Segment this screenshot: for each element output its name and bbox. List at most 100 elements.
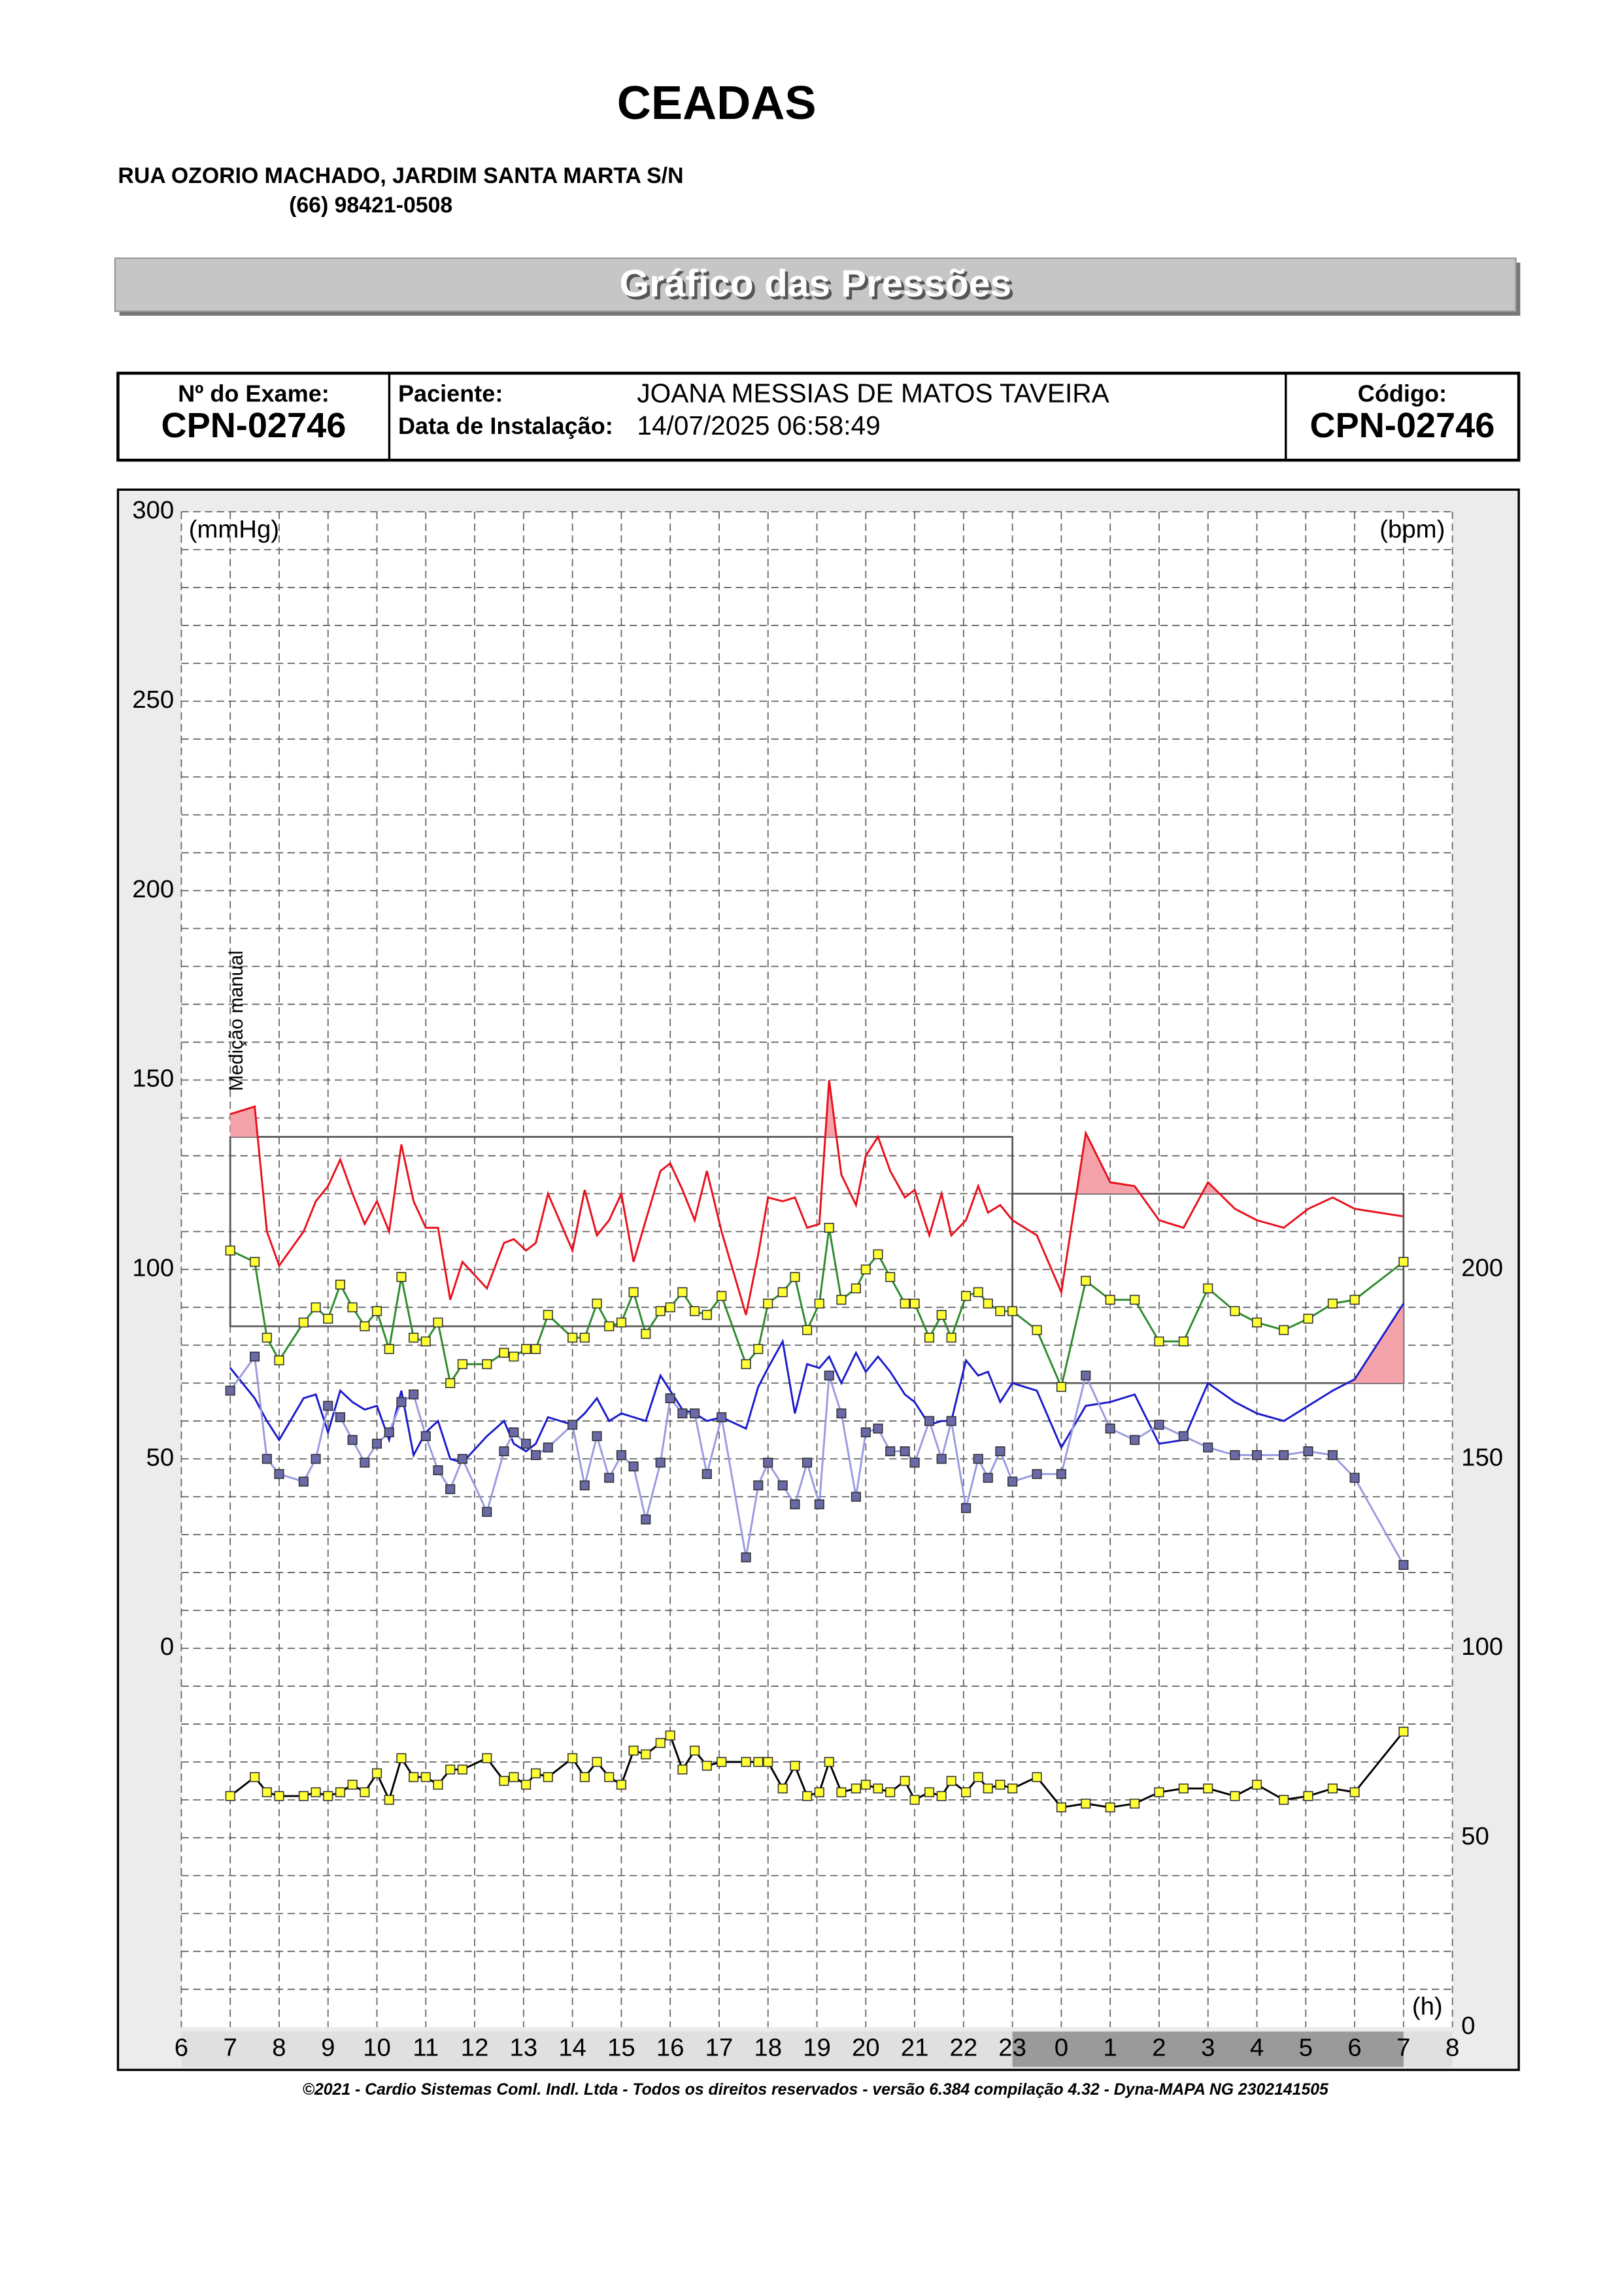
series-marker (1203, 1442, 1213, 1453)
series-marker (1398, 1559, 1409, 1571)
series-marker (677, 1408, 688, 1419)
exam-label: Nº do Exame: (178, 380, 329, 407)
series-marker (543, 1442, 553, 1453)
series-marker (530, 1768, 541, 1778)
series-marker (655, 1306, 666, 1316)
series-marker (499, 1446, 509, 1457)
x-tick-label: 7 (224, 2034, 237, 2062)
series-marker (1279, 1325, 1289, 1335)
exam-number: CPN-02746 (161, 406, 346, 445)
series-marker (741, 1552, 751, 1563)
series-marker (851, 1283, 861, 1293)
series-marker (1349, 1295, 1360, 1305)
series-marker (860, 1264, 871, 1274)
series-marker (1105, 1295, 1115, 1305)
series-marker (433, 1465, 443, 1476)
series-marker (604, 1772, 615, 1782)
series-marker (433, 1317, 443, 1328)
series-marker (763, 1457, 773, 1468)
series-marker (1081, 1799, 1091, 1809)
series-marker (225, 1386, 235, 1396)
series-marker (1007, 1783, 1018, 1794)
series-marker (802, 1791, 813, 1801)
series-marker (836, 1295, 847, 1305)
series-marker (311, 1787, 321, 1797)
series-marker (665, 1302, 675, 1312)
series-marker (1279, 1795, 1289, 1805)
series-marker (983, 1783, 993, 1794)
series-marker (509, 1427, 519, 1438)
series-marker (1105, 1423, 1115, 1434)
series-marker (665, 1730, 675, 1740)
series-marker (1398, 1726, 1409, 1737)
series-marker (1032, 1772, 1042, 1782)
y2-tick-label: 50 (1461, 1822, 1489, 1850)
series-marker (1105, 1802, 1115, 1812)
series-marker (690, 1745, 700, 1756)
series-marker (371, 1306, 382, 1316)
series-marker (983, 1472, 993, 1483)
x-tick-label: 13 (510, 2034, 538, 2062)
annotation: Medição manual (226, 950, 247, 1091)
series-marker (384, 1344, 394, 1354)
series-marker (347, 1302, 358, 1312)
series-marker (995, 1446, 1005, 1457)
series-marker (924, 1416, 935, 1426)
series-marker (1178, 1336, 1189, 1347)
series-marker (250, 1352, 260, 1362)
series-marker (900, 1298, 910, 1309)
series-marker (420, 1336, 431, 1347)
series-marker (802, 1457, 813, 1468)
series-marker (323, 1401, 333, 1411)
series-marker (347, 1780, 358, 1790)
series-marker (616, 1450, 626, 1460)
series-marker (655, 1738, 666, 1748)
series-marker (298, 1476, 309, 1487)
series-marker (1230, 1450, 1240, 1460)
series-marker (936, 1454, 947, 1464)
series-marker (909, 1298, 920, 1309)
series-marker (641, 1749, 651, 1759)
series-marker (457, 1764, 467, 1775)
series-marker (628, 1745, 639, 1756)
series-marker (298, 1791, 309, 1801)
series-marker (274, 1355, 284, 1366)
series-marker (1178, 1783, 1189, 1794)
x-tick-label: 2 (1152, 2034, 1166, 2062)
series-marker (1349, 1472, 1360, 1483)
series-marker (1349, 1787, 1360, 1797)
series-marker (790, 1272, 800, 1282)
x-tick-label: 9 (321, 2034, 335, 2062)
series-marker (262, 1333, 272, 1343)
series-marker (604, 1321, 615, 1331)
series-marker (543, 1772, 553, 1782)
series-marker (717, 1291, 727, 1301)
series-marker (567, 1333, 578, 1343)
series-marker (665, 1393, 675, 1403)
series-marker (1327, 1783, 1338, 1794)
series-marker (499, 1776, 509, 1786)
series-marker (885, 1446, 896, 1457)
y-tick-label: 100 (132, 1254, 174, 1282)
series-marker (579, 1772, 590, 1782)
series-marker (521, 1344, 532, 1354)
series-marker (409, 1389, 419, 1400)
series-marker (885, 1787, 896, 1797)
y-tick-label: 0 (160, 1633, 174, 1661)
series-marker (677, 1287, 688, 1297)
series-marker (824, 1371, 834, 1381)
series-marker (1154, 1336, 1164, 1347)
series-marker (482, 1753, 492, 1763)
series-marker (973, 1287, 983, 1297)
x-tick-label: 8 (272, 2034, 286, 2062)
install-date: 14/07/2025 06:58:49 (637, 410, 880, 441)
x-tick-label: 7 (1396, 2034, 1410, 2062)
section-title: Gráfico das Pressões (619, 262, 1011, 305)
series-marker (701, 1469, 712, 1479)
series-marker (777, 1287, 788, 1297)
limit-excess-area (1012, 1303, 1404, 1384)
series-marker (499, 1348, 509, 1358)
x-tick-label: 5 (1299, 2034, 1313, 2062)
series-marker (961, 1503, 972, 1514)
